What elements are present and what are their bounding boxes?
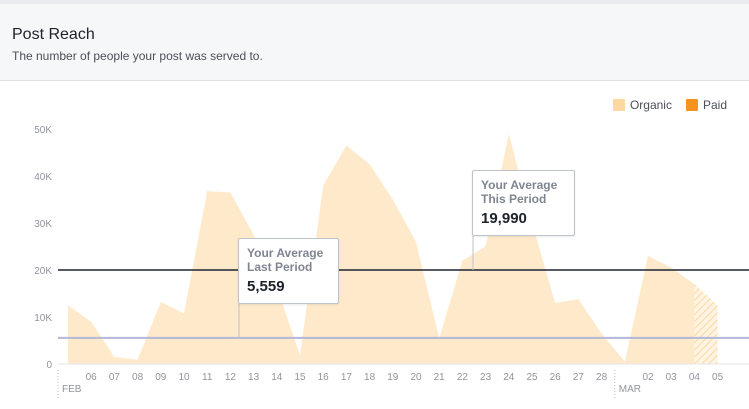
x-tick-label: 28 <box>596 372 608 383</box>
x-tick-label: 10 <box>178 372 190 383</box>
data-point-organic <box>368 162 372 166</box>
y-tick-label: 10K <box>34 313 52 324</box>
x-tick-label: 11 <box>202 372 213 383</box>
x-tick-label: 15 <box>294 372 306 383</box>
y-tick-label: 40K <box>34 172 52 183</box>
month-label: MAR <box>619 384 641 395</box>
callout-last-period: Your Average Last Period 5,559 <box>238 238 339 304</box>
callout-this-period-label: Your Average This Period <box>481 178 558 206</box>
x-tick-label: 27 <box>573 372 585 383</box>
x-tick-label: 17 <box>341 372 353 383</box>
data-point-organic <box>159 300 163 304</box>
data-point-organic <box>66 303 70 307</box>
data-point-organic <box>692 282 696 286</box>
x-tick-label: 07 <box>109 372 121 383</box>
x-tick-label: 20 <box>410 372 422 383</box>
data-point-organic <box>136 358 140 362</box>
x-tick-label: 22 <box>457 372 469 383</box>
data-point-organic <box>553 301 557 305</box>
page-subtitle: The number of people your post was serve… <box>12 49 263 63</box>
x-tick-label: 18 <box>364 372 376 383</box>
data-point-organic <box>716 303 720 307</box>
card-header: Post Reach The number of people your pos… <box>0 4 749 81</box>
data-point-organic <box>89 320 93 324</box>
data-point-organic <box>112 355 116 359</box>
data-point-organic <box>205 189 209 193</box>
data-point-organic <box>344 143 348 147</box>
legend-label-organic: Organic <box>629 98 672 112</box>
callout-last-period-label: Your Average Last Period <box>247 246 324 274</box>
x-tick-label: 26 <box>550 372 562 383</box>
data-point-organic <box>623 360 627 364</box>
legend-item-organic[interactable]: Organic <box>612 98 672 112</box>
callout-this-period-value: 19,990 <box>481 210 527 227</box>
chart-svg: 0 10K 20K 30K 40K 50K 06 07 08 09 10 11 12 13 14 15 16 17… <box>34 125 749 400</box>
series-organic-partial-area <box>694 284 718 364</box>
series-organic-area <box>68 133 695 364</box>
x-tick-label: 21 <box>434 372 446 383</box>
x-tick-label: 09 <box>155 372 167 383</box>
legend-swatch-organic <box>612 99 625 111</box>
x-tick-label: 03 <box>666 372 678 383</box>
x-tick-label: 05 <box>712 372 724 383</box>
legend-item-paid[interactable]: Paid <box>685 98 727 112</box>
legend-swatch-paid <box>685 99 698 111</box>
data-point-organic <box>228 190 232 194</box>
data-point-organic <box>507 132 511 136</box>
callout-last-period-value: 5,559 <box>247 278 285 295</box>
top-strip <box>0 0 749 4</box>
data-point-organic <box>669 266 673 270</box>
x-tick-label: 24 <box>503 372 515 383</box>
data-point-organic <box>298 354 302 358</box>
data-point-organic <box>391 198 395 202</box>
x-tick-label: 12 <box>225 372 237 383</box>
y-tick-label: 50K <box>34 125 52 136</box>
data-point-organic <box>321 183 325 187</box>
x-tick-label: 16 <box>318 372 330 383</box>
data-point-organic <box>600 331 604 335</box>
data-point-organic <box>182 311 186 315</box>
callout-this-period: Your Average This Period 19,990 <box>472 170 575 236</box>
data-point-organic <box>460 259 464 263</box>
y-tick-label: 30K <box>34 219 52 230</box>
page-title: Post Reach <box>12 26 95 43</box>
chart-legend: Organic Paid <box>599 98 727 112</box>
legend-label-paid: Paid <box>702 98 727 112</box>
data-point-organic <box>252 233 256 237</box>
x-tick-label: 23 <box>480 372 492 383</box>
data-point-organic <box>414 240 418 244</box>
data-point-organic <box>484 245 488 249</box>
x-tick-label: 06 <box>86 372 98 383</box>
x-tick-label: 13 <box>248 372 260 383</box>
data-point-organic <box>576 297 580 301</box>
x-tick-label: 02 <box>642 372 654 383</box>
y-tick-label: 20K <box>34 266 52 277</box>
x-tick-label: 14 <box>271 372 283 383</box>
x-tick-label: 04 <box>689 372 701 383</box>
post-reach-chart: 0 10K 20K 30K 40K 50K 06 07 08 09 10 11 12 13 14 15 16 17… <box>0 82 749 409</box>
x-tick-label: 25 <box>526 372 538 383</box>
x-tick-label: 08 <box>132 372 144 383</box>
y-tick-label: 0 <box>46 360 52 371</box>
data-point-organic <box>646 254 650 258</box>
x-tick-label: 19 <box>387 372 399 383</box>
month-label: FEB <box>62 384 82 395</box>
